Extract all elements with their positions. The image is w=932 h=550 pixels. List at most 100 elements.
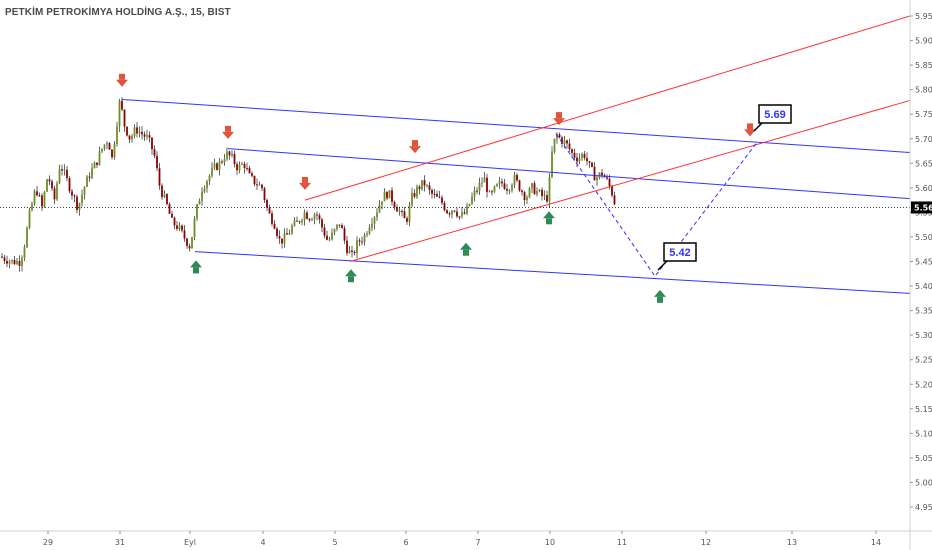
time-axis: 29 31 Eyl 4 5 6 7 10 11 12 13 14 xyxy=(0,530,932,547)
candle-body xyxy=(543,195,546,197)
candle-body xyxy=(476,190,478,192)
candles-layer xyxy=(1,97,616,272)
price-tick-label: 5.15 xyxy=(915,405,932,414)
candle-body xyxy=(233,153,236,165)
arrow-down-stem xyxy=(747,123,753,130)
candle-body xyxy=(81,194,83,204)
candle-body xyxy=(301,220,303,223)
candle-body xyxy=(256,184,258,186)
price-tick-label: 5.50 xyxy=(915,233,932,242)
candle-body xyxy=(506,188,508,191)
candle-body xyxy=(268,207,271,214)
candle-body xyxy=(326,235,328,240)
candle-body xyxy=(446,210,448,214)
candle-body xyxy=(343,228,346,241)
candle-body xyxy=(558,134,561,138)
candle-body xyxy=(348,250,351,254)
candle-body xyxy=(226,151,228,160)
candle-body xyxy=(523,192,526,201)
candle-body xyxy=(103,144,106,149)
arrow-down-head xyxy=(409,146,421,154)
candle-body xyxy=(293,220,296,226)
time-tick-label: 11 xyxy=(617,538,627,547)
candle-body xyxy=(83,186,86,195)
candle-body xyxy=(158,168,161,186)
price-tick-label: 5.25 xyxy=(915,356,932,365)
candle-body xyxy=(606,177,608,179)
candle-body xyxy=(201,191,203,201)
candle-body xyxy=(96,162,98,165)
target-down-label: 5.42 xyxy=(663,242,697,262)
candle-body xyxy=(288,233,291,235)
arrow-down-stem xyxy=(225,125,231,132)
time-tick-label: 5 xyxy=(332,538,337,547)
target-labels: 5.69 5.42 xyxy=(657,104,792,271)
candle-body xyxy=(68,178,71,192)
price-tick-label: 5.35 xyxy=(915,307,932,316)
candle-body xyxy=(363,234,366,242)
candle-body xyxy=(246,168,248,170)
candle-body xyxy=(221,161,223,163)
candle-body xyxy=(66,169,68,179)
candle-body xyxy=(341,225,343,229)
candle-body xyxy=(441,197,443,203)
arrow-down-head xyxy=(116,79,128,87)
candle-body xyxy=(346,240,348,254)
candle-body xyxy=(378,204,381,213)
candle-body xyxy=(393,201,396,208)
candle-body xyxy=(196,204,198,219)
candle-body xyxy=(551,151,553,177)
candle-body xyxy=(121,100,123,110)
price-tick-label: 5.40 xyxy=(915,282,932,291)
price-tick-label: 5.70 xyxy=(915,135,932,144)
candle-body xyxy=(613,195,616,205)
candle-body xyxy=(443,202,446,211)
candle-body xyxy=(306,212,308,219)
price-tick-label: 5.95 xyxy=(915,12,932,21)
candle-body xyxy=(536,191,538,195)
candle-body xyxy=(511,185,513,191)
arrow-up-head xyxy=(190,260,202,268)
candle-body xyxy=(433,193,436,195)
candle-body xyxy=(373,217,376,224)
candle-body xyxy=(576,157,578,162)
candle-body xyxy=(253,175,256,185)
candle-body xyxy=(43,191,46,207)
candle-body xyxy=(498,181,501,185)
candle-body xyxy=(133,127,136,137)
candle-body xyxy=(361,241,363,243)
candle-body xyxy=(286,233,288,235)
candle-body xyxy=(561,137,563,144)
candle-body xyxy=(426,185,428,187)
candle-body xyxy=(78,203,81,210)
arrow-down-head xyxy=(744,129,756,137)
last-price-label: 5.56 xyxy=(914,203,932,212)
last-price-tag xyxy=(911,201,932,214)
candle-body xyxy=(223,159,226,163)
price-tick-label: 4.95 xyxy=(915,503,932,512)
candle-body xyxy=(486,177,488,192)
arrow-down-icon xyxy=(553,112,565,126)
candle-body xyxy=(431,189,433,194)
arrow-down-head xyxy=(299,182,311,190)
candle-body xyxy=(391,190,393,202)
candle-body xyxy=(23,246,26,258)
candle-body xyxy=(173,217,176,226)
arrow-down-icon xyxy=(299,176,311,190)
candle-body xyxy=(526,197,528,201)
candle-body xyxy=(313,214,316,220)
candle-body xyxy=(241,163,243,165)
price-tick-label: 5.05 xyxy=(915,454,932,463)
price-tick-label: 5.20 xyxy=(915,380,932,389)
candle-body xyxy=(191,236,193,249)
candle-body xyxy=(351,250,353,253)
candle-body xyxy=(478,182,481,191)
candle-body xyxy=(388,190,391,199)
candle-body xyxy=(533,183,536,195)
candle-body xyxy=(473,190,476,197)
candle-body xyxy=(323,227,326,236)
target-up-label: 5.69 xyxy=(758,104,792,124)
candle-body xyxy=(541,189,543,196)
candle-body xyxy=(303,212,306,221)
